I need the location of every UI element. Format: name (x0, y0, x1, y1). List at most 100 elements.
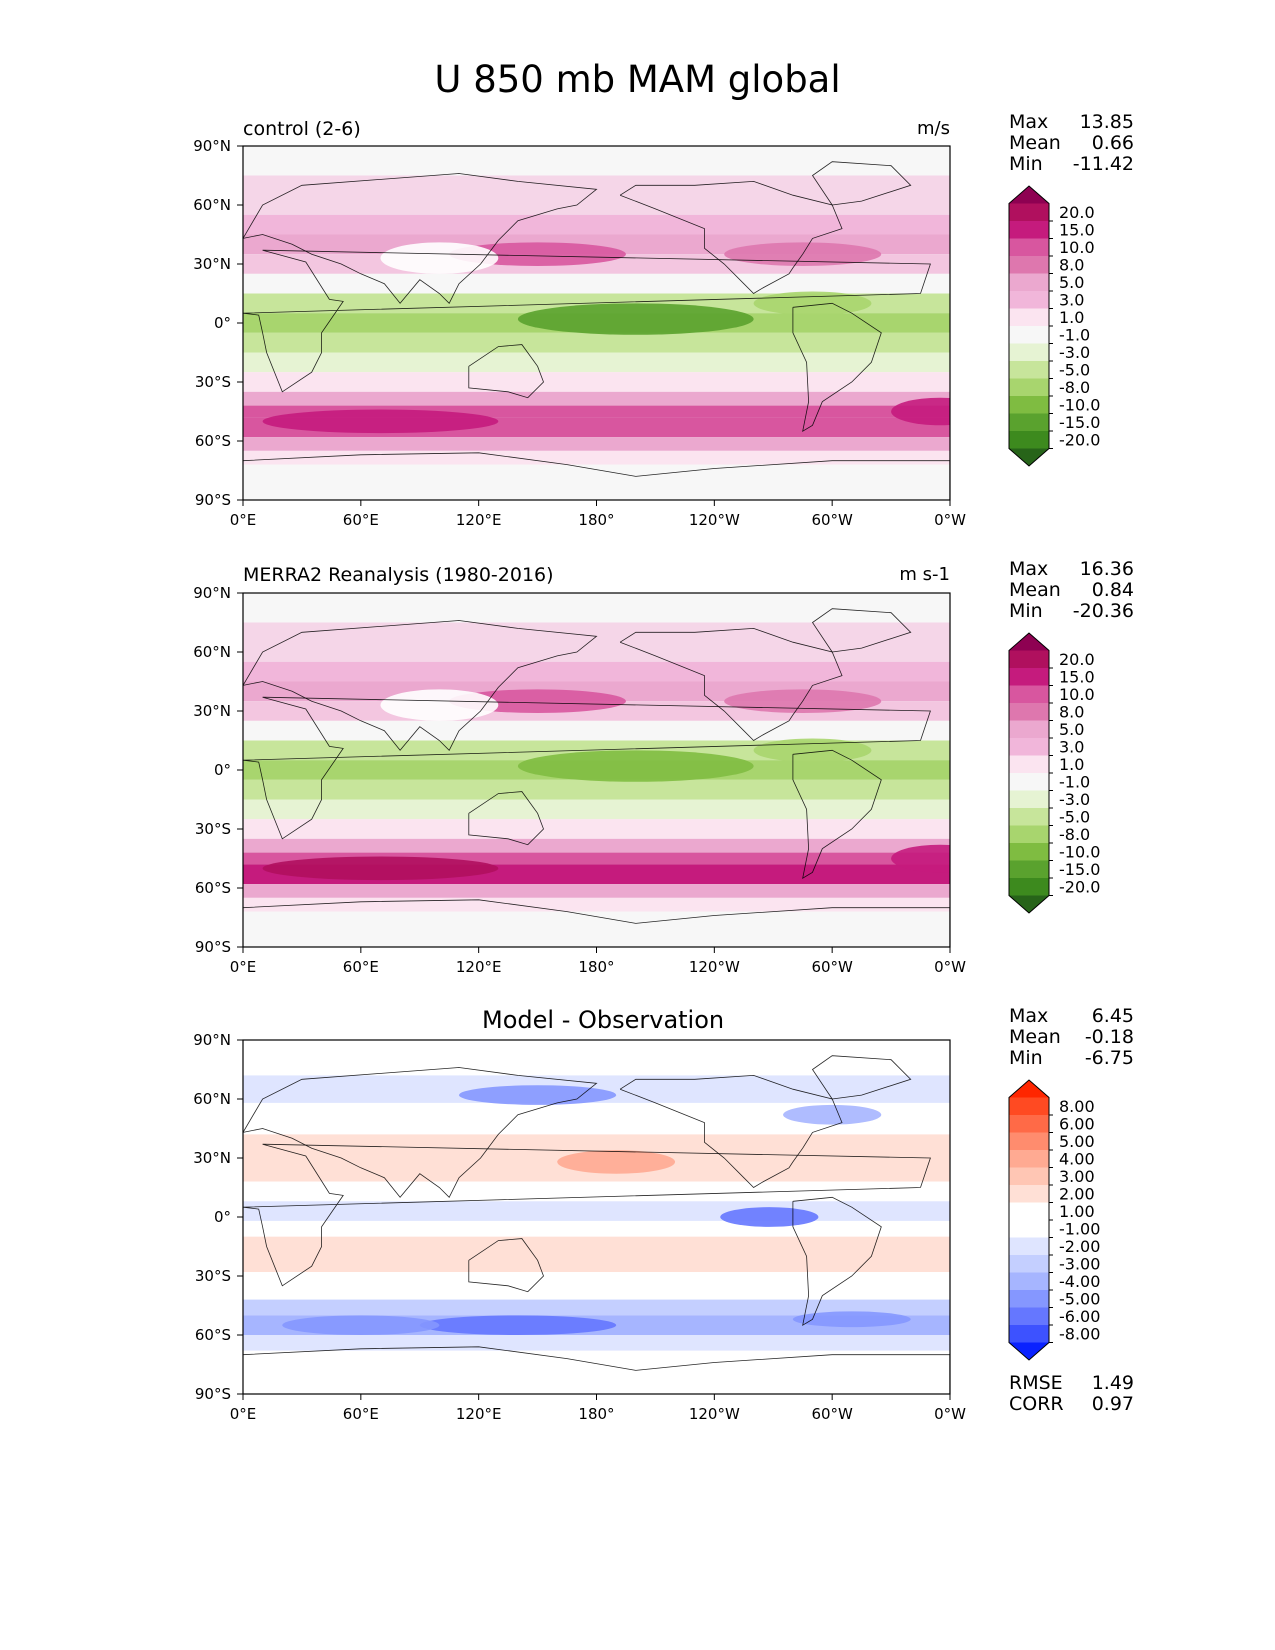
colorbar-segment (1009, 1290, 1049, 1308)
field-band (243, 372, 950, 392)
colorbar-segment (1009, 808, 1049, 826)
colorbar-segment (1009, 1167, 1049, 1186)
field-band (243, 1272, 950, 1300)
colorbar-label: -15.0 (1059, 413, 1100, 432)
colorbar-label: -3.0 (1059, 343, 1090, 362)
y-tick-label: 90°N (193, 1031, 231, 1049)
colorbar-label: -8.00 (1059, 1325, 1100, 1344)
colorbar-label: 8.0 (1059, 703, 1084, 722)
y-tick-label: 90°S (195, 1385, 231, 1403)
colorbar-segment (1009, 1150, 1049, 1168)
x-tick-label: 60°E (343, 1405, 379, 1423)
colorbar-label: -20.0 (1059, 431, 1100, 450)
colorbar-segment (1009, 755, 1049, 774)
x-tick-label: 60°W (811, 1405, 853, 1423)
colorbar-segment (1009, 1255, 1049, 1273)
stat-max: Max 16.36 (1009, 558, 1134, 580)
colorbar-segment (1009, 413, 1049, 432)
colorbar-segment (1009, 326, 1049, 344)
colorbar-label: 15.0 (1059, 221, 1095, 240)
colorbar-label: 20.0 (1059, 650, 1095, 669)
field-feature (459, 1085, 617, 1105)
y-tick-label: 30°S (195, 1267, 231, 1285)
panel-1-stats: Max 13.85 Mean 0.66 Min -11.42 (1009, 112, 1134, 175)
map-field (243, 146, 950, 500)
colorbar-segment (1009, 291, 1049, 309)
colorbar-segment (1009, 1325, 1049, 1343)
colorbar-segment (1009, 221, 1049, 239)
coastline (619, 627, 843, 742)
colorbar-label: -10.0 (1059, 396, 1100, 415)
coastline (243, 620, 598, 751)
colorbar-segment (1009, 1132, 1049, 1151)
field-band (243, 884, 950, 898)
field-feature (282, 1315, 440, 1335)
colorbar-segment (1009, 361, 1049, 379)
field-band (243, 464, 950, 500)
field-band (243, 1236, 950, 1273)
panel-2-title: MERRA2 Reanalysis (1980-2016) (243, 564, 554, 586)
colorbar-segment (1009, 860, 1049, 879)
field-band (243, 332, 950, 353)
panel-1-title: control (2-6) (243, 118, 361, 140)
colorbar-segment (1009, 790, 1049, 809)
y-tick-label: 0° (214, 1208, 231, 1226)
field-band (243, 1350, 950, 1394)
field-feature (262, 856, 499, 881)
colorbar-label: -5.00 (1059, 1290, 1100, 1309)
field-band (243, 852, 950, 865)
x-tick-label: 120°E (456, 1405, 502, 1423)
colorbar-label: 3.0 (1059, 291, 1084, 310)
panel-2-units: m s-1 (899, 564, 950, 585)
field-feature (792, 1311, 911, 1328)
stat-min: Min -11.42 (1009, 153, 1134, 175)
field-feature (891, 844, 950, 873)
field-band (243, 450, 950, 465)
stat-max: Max 6.45 (1009, 1005, 1134, 1027)
coastline (468, 344, 544, 399)
colorbar-segment (1009, 668, 1049, 686)
colorbar-segment (1009, 650, 1049, 669)
colorbar-segment (1009, 825, 1049, 844)
colorbar-2: 20.015.010.08.05.03.01.0-1.0-3.0-5.0-8.0… (1008, 632, 1100, 914)
x-tick-label: 60°W (811, 511, 853, 529)
field-feature (380, 242, 499, 274)
colorbar-label: 2.00 (1059, 1185, 1095, 1204)
field-feature (262, 409, 499, 434)
metric-corr: CORR 0.97 (1009, 1393, 1134, 1415)
colorbar-label: -3.0 (1059, 790, 1090, 809)
colorbar-label: 5.00 (1059, 1132, 1095, 1151)
coastline (792, 1196, 882, 1327)
colorbar-label: -2.00 (1059, 1237, 1100, 1256)
colorbar-label: -5.0 (1059, 361, 1090, 380)
colorbar-segment (1009, 703, 1049, 721)
x-tick-label: 0°W (934, 1405, 966, 1423)
colorbar-label: 5.0 (1059, 720, 1084, 739)
colorbar-label: 1.0 (1059, 308, 1084, 327)
x-tick-label: 180° (578, 1405, 614, 1423)
colorbar-segment (1009, 1097, 1049, 1116)
field-band (243, 352, 950, 373)
colorbar-extend-min (1009, 448, 1049, 466)
colorbar-segment (1009, 1202, 1049, 1221)
colorbar-label: 8.0 (1059, 256, 1084, 275)
x-tick-label: 120°E (456, 958, 502, 976)
colorbar-segment (1009, 431, 1049, 449)
colorbar-segment (1009, 1237, 1049, 1256)
stat-max: Max 13.85 (1009, 111, 1134, 133)
colorbar-label: -3.00 (1059, 1255, 1100, 1274)
colorbar-label: -1.0 (1059, 326, 1090, 345)
figure-title: U 850 mb MAM global (434, 58, 841, 101)
colorbar-label: 6.00 (1059, 1115, 1095, 1134)
panel-1-units: m/s (917, 118, 950, 139)
colorbar-segment (1009, 308, 1049, 327)
field-band (243, 911, 950, 947)
field-band (243, 405, 950, 418)
y-tick-label: 30°S (195, 820, 231, 838)
stat-min: Min -6.75 (1009, 1047, 1134, 1069)
coastline (811, 608, 912, 653)
colorbar-extend-max (1009, 186, 1049, 204)
field-band (243, 391, 950, 406)
coastline (811, 161, 912, 206)
colorbar-segment (1009, 343, 1049, 362)
